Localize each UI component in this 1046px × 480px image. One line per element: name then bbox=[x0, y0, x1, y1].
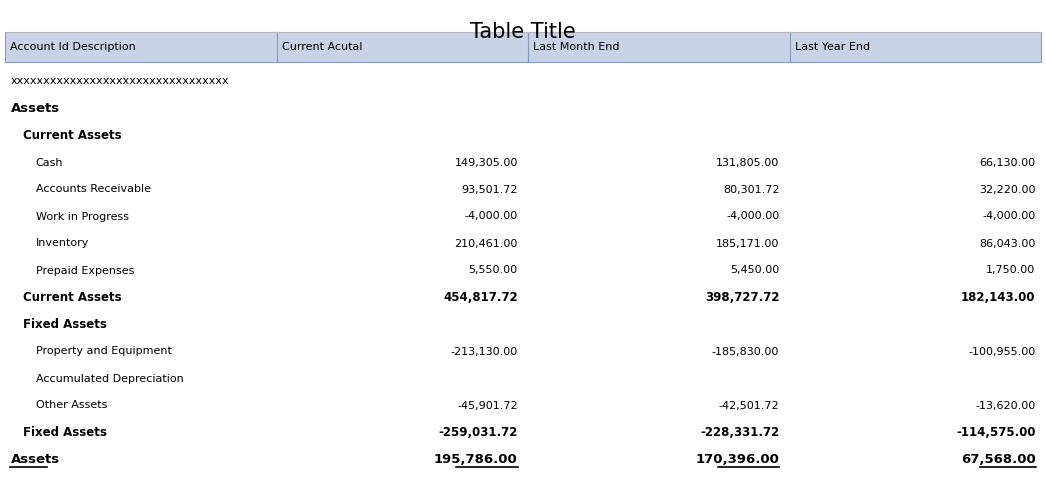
Text: Assets: Assets bbox=[10, 102, 60, 115]
Text: -4,000.00: -4,000.00 bbox=[464, 212, 518, 221]
Text: 182,143.00: 182,143.00 bbox=[961, 291, 1036, 304]
Text: Account Id Description: Account Id Description bbox=[10, 42, 136, 52]
Text: 398,727.72: 398,727.72 bbox=[705, 291, 779, 304]
Text: Property and Equipment: Property and Equipment bbox=[36, 347, 172, 357]
Text: Fixed Assets: Fixed Assets bbox=[23, 426, 107, 439]
Text: -185,830.00: -185,830.00 bbox=[712, 347, 779, 357]
Text: 454,817.72: 454,817.72 bbox=[444, 291, 518, 304]
Text: 210,461.00: 210,461.00 bbox=[454, 239, 518, 249]
Text: Accumulated Depreciation: Accumulated Depreciation bbox=[36, 373, 183, 384]
Text: Inventory: Inventory bbox=[36, 239, 89, 249]
Text: 86,043.00: 86,043.00 bbox=[979, 239, 1036, 249]
Text: 32,220.00: 32,220.00 bbox=[979, 184, 1036, 194]
Text: Assets: Assets bbox=[10, 453, 60, 466]
Bar bbox=[5, 32, 1041, 62]
Text: xxxxxxxxxxxxxxxxxxxxxxxxxxxxxxxxx: xxxxxxxxxxxxxxxxxxxxxxxxxxxxxxxxx bbox=[10, 76, 229, 86]
Text: Current Assets: Current Assets bbox=[23, 291, 121, 304]
Text: Accounts Receivable: Accounts Receivable bbox=[36, 184, 151, 194]
Text: -228,331.72: -228,331.72 bbox=[700, 426, 779, 439]
Text: 149,305.00: 149,305.00 bbox=[454, 157, 518, 168]
Text: Last Year End: Last Year End bbox=[795, 42, 870, 52]
Text: 131,805.00: 131,805.00 bbox=[717, 157, 779, 168]
Text: -100,955.00: -100,955.00 bbox=[969, 347, 1036, 357]
Text: 67,568.00: 67,568.00 bbox=[961, 453, 1036, 466]
Text: Prepaid Expenses: Prepaid Expenses bbox=[36, 265, 134, 276]
Text: Current Acutal: Current Acutal bbox=[282, 42, 363, 52]
Text: -4,000.00: -4,000.00 bbox=[982, 212, 1036, 221]
Text: 195,786.00: 195,786.00 bbox=[434, 453, 518, 466]
Text: 170,396.00: 170,396.00 bbox=[696, 453, 779, 466]
Text: 66,130.00: 66,130.00 bbox=[979, 157, 1036, 168]
Text: -4,000.00: -4,000.00 bbox=[726, 212, 779, 221]
Text: -213,130.00: -213,130.00 bbox=[451, 347, 518, 357]
Text: -259,031.72: -259,031.72 bbox=[438, 426, 518, 439]
Text: 1,750.00: 1,750.00 bbox=[986, 265, 1036, 276]
Text: Fixed Assets: Fixed Assets bbox=[23, 318, 107, 331]
Text: Other Assets: Other Assets bbox=[36, 400, 107, 410]
Text: -42,501.72: -42,501.72 bbox=[719, 400, 779, 410]
Text: Table Title: Table Title bbox=[470, 22, 576, 42]
Text: -13,620.00: -13,620.00 bbox=[975, 400, 1036, 410]
Text: 80,301.72: 80,301.72 bbox=[723, 184, 779, 194]
Text: 5,450.00: 5,450.00 bbox=[730, 265, 779, 276]
Text: Current Assets: Current Assets bbox=[23, 129, 121, 142]
Text: -114,575.00: -114,575.00 bbox=[956, 426, 1036, 439]
Text: 185,171.00: 185,171.00 bbox=[715, 239, 779, 249]
Text: Cash: Cash bbox=[36, 157, 63, 168]
Text: Work in Progress: Work in Progress bbox=[36, 212, 129, 221]
Text: -45,901.72: -45,901.72 bbox=[457, 400, 518, 410]
Text: Last Month End: Last Month End bbox=[533, 42, 620, 52]
Text: 93,501.72: 93,501.72 bbox=[461, 184, 518, 194]
Text: 5,550.00: 5,550.00 bbox=[469, 265, 518, 276]
